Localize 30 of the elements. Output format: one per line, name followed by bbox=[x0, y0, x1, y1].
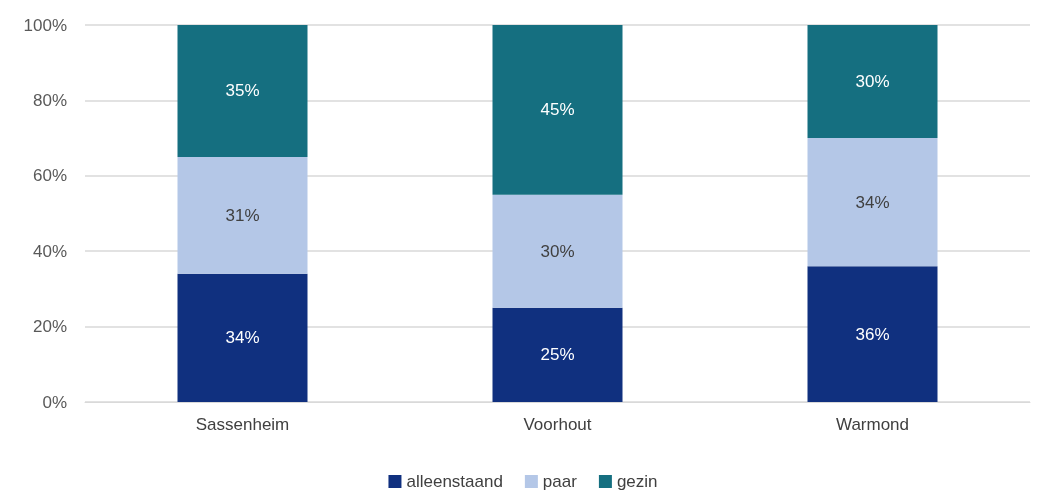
y-tick-label: 80% bbox=[32, 90, 67, 110]
legend-label: paar bbox=[542, 472, 578, 491]
data-label: 36% bbox=[855, 324, 890, 344]
y-tick-label: 0% bbox=[42, 392, 67, 412]
bar bbox=[492, 25, 623, 195]
x-tick-label: Sassenheim bbox=[195, 415, 290, 434]
legend-label: alleenstaand bbox=[406, 472, 503, 491]
data-label: 34% bbox=[855, 192, 890, 212]
data-label: 30% bbox=[855, 72, 890, 92]
y-tick-label: 20% bbox=[32, 317, 67, 337]
bar bbox=[492, 307, 623, 402]
data-label: 45% bbox=[540, 100, 575, 120]
data-label: 30% bbox=[540, 241, 575, 261]
bar bbox=[807, 266, 938, 402]
bar bbox=[492, 194, 623, 308]
bar bbox=[807, 138, 938, 267]
x-tick-label: Warmond bbox=[835, 415, 910, 434]
data-label: 35% bbox=[225, 81, 260, 101]
bar bbox=[177, 25, 308, 157]
data-label: 31% bbox=[225, 205, 260, 225]
bar bbox=[177, 273, 308, 402]
legend-label: gezin bbox=[616, 472, 658, 491]
y-tick-label: 60% bbox=[32, 166, 67, 186]
y-tick-label: 100% bbox=[23, 15, 67, 35]
bar bbox=[177, 156, 308, 274]
y-tick-label: 40% bbox=[32, 241, 67, 261]
data-label: 25% bbox=[540, 345, 575, 365]
x-tick-label: Voorhout bbox=[523, 415, 592, 434]
data-label: 34% bbox=[225, 328, 260, 348]
bar bbox=[807, 25, 938, 139]
